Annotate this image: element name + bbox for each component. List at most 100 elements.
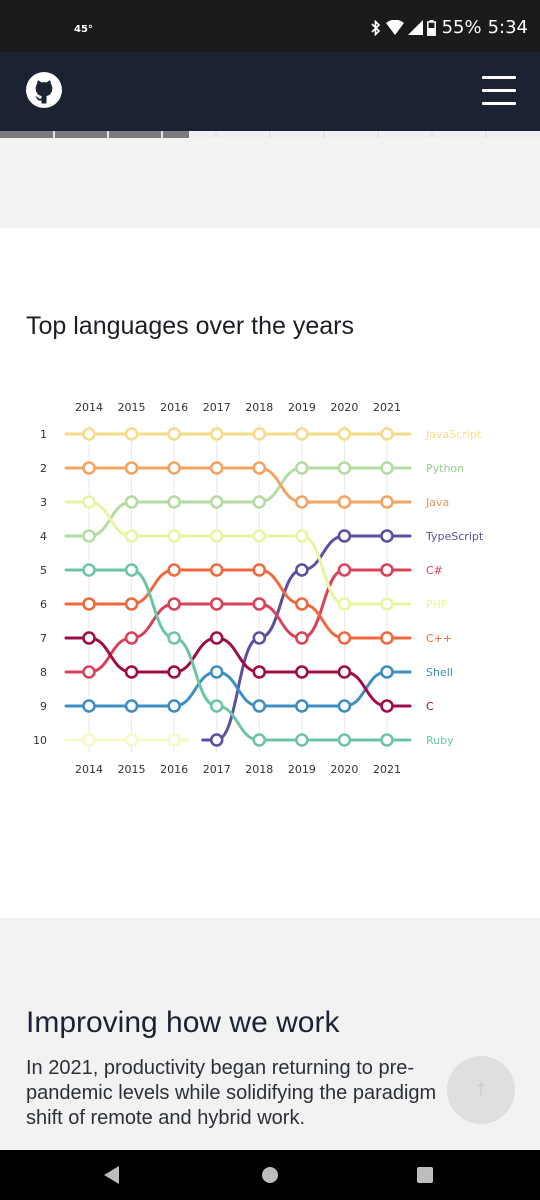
- series-point-php-1: [126, 531, 137, 542]
- home-icon[interactable]: [262, 1167, 278, 1183]
- series-point-java-1: [126, 463, 137, 474]
- y-tick-5: 5: [40, 564, 47, 577]
- x-tick-top-2015: 2015: [118, 401, 146, 414]
- series-point-csharp-4: [254, 599, 265, 610]
- hamburger-menu-icon[interactable]: [482, 76, 516, 106]
- series-label-typescript: TypeScript: [425, 530, 484, 543]
- series-point-cpp-5: [296, 599, 307, 610]
- series-point-csharp-7: [381, 565, 392, 576]
- x-tick-top-2021: 2021: [373, 401, 401, 414]
- series-point-javascript-2: [169, 429, 180, 440]
- series-point-unnamed-10-0: [84, 735, 95, 746]
- series-point-unnamed-10-1: [126, 735, 137, 746]
- series-point-c-6: [339, 667, 350, 678]
- series-point-python-0: [84, 531, 95, 542]
- top-languages-section: 2014 2014 2015 2015 2016 2016 2017 2017 2018 2018…: [0, 228, 540, 918]
- series-point-python-7: [381, 463, 392, 474]
- series-point-c-5: [296, 667, 307, 678]
- series-point-javascript-4: [254, 429, 265, 440]
- status-temperature: 45°: [74, 24, 93, 35]
- progress-segment-divider: [215, 131, 217, 138]
- series-point-csharp-6: [339, 565, 350, 576]
- status-icons: [370, 20, 436, 36]
- series-point-python-4: [254, 497, 265, 508]
- series-point-unnamed-10-2: [169, 735, 180, 746]
- series-point-shell-4: [254, 701, 265, 712]
- series-point-shell-5: [296, 701, 307, 712]
- y-tick-8: 8: [40, 666, 47, 679]
- section-heading: Improving how we work: [26, 1006, 339, 1040]
- y-tick-2: 2: [40, 462, 47, 475]
- x-tick-top-2019: 2019: [288, 401, 316, 414]
- series-point-php-6: [339, 599, 350, 610]
- series-point-csharp-5: [296, 633, 307, 644]
- battery-percent: 55%: [442, 17, 482, 38]
- series-point-c-1: [126, 667, 137, 678]
- x-tick-bottom-2014: 2014: [75, 763, 103, 776]
- series-point-php-4: [254, 531, 265, 542]
- series-label-javascript: JavaScript: [425, 428, 482, 441]
- series-point-python-5: [296, 463, 307, 474]
- series-point-typescript-1: [254, 633, 265, 644]
- series-point-java-7: [381, 497, 392, 508]
- series-point-javascript-3: [211, 429, 222, 440]
- progress-segment-divider: [161, 131, 163, 138]
- series-point-ruby-7: [381, 735, 392, 746]
- x-tick-bottom-2017: 2017: [203, 763, 231, 776]
- series-point-shell-1: [126, 701, 137, 712]
- series-point-typescript-2: [296, 565, 307, 576]
- series-point-ruby-6: [339, 735, 350, 746]
- github-logo-icon[interactable]: [26, 72, 62, 108]
- series-point-ruby-2: [169, 633, 180, 644]
- series-point-javascript-0: [84, 429, 95, 440]
- series-point-csharp-2: [169, 599, 180, 610]
- status-bar: 45° 55% 5:34: [0, 0, 540, 52]
- series-point-csharp-0: [84, 667, 95, 678]
- status-right: 55% 5:34: [370, 17, 528, 38]
- arrow-up-icon: ↑: [475, 1075, 487, 1102]
- series-point-typescript-4: [381, 531, 392, 542]
- series-point-shell-7: [381, 667, 392, 678]
- series-point-c-0: [84, 633, 95, 644]
- series-point-c-4: [254, 667, 265, 678]
- progress-segment-divider: [107, 131, 109, 138]
- progress-segment-divider: [53, 131, 55, 138]
- x-tick-bottom-2015: 2015: [118, 763, 146, 776]
- series-point-ruby-3: [211, 701, 222, 712]
- x-tick-top-2020: 2020: [330, 401, 358, 414]
- scroll-to-top-button[interactable]: ↑: [447, 1056, 515, 1124]
- body-line-3: shift of remote and hybrid work.: [26, 1107, 305, 1129]
- series-point-cpp-0: [84, 599, 95, 610]
- progress-segment-divider: [323, 131, 325, 138]
- series-point-javascript-1: [126, 429, 137, 440]
- recents-icon[interactable]: [417, 1167, 433, 1183]
- bluetooth-icon: [370, 20, 382, 36]
- chart-title: Top languages over the years: [26, 312, 354, 341]
- series-label-cpp: C++: [426, 632, 452, 645]
- section-body: In 2021, productivity began returning to…: [26, 1056, 506, 1131]
- series-point-javascript-5: [296, 429, 307, 440]
- series-point-c-7: [381, 701, 392, 712]
- x-tick-top-2018: 2018: [245, 401, 273, 414]
- series-point-ruby-1: [126, 565, 137, 576]
- series-point-javascript-7: [381, 429, 392, 440]
- series-point-cpp-7: [381, 633, 392, 644]
- series-point-javascript-6: [339, 429, 350, 440]
- series-point-csharp-1: [126, 633, 137, 644]
- series-point-php-7: [381, 599, 392, 610]
- signal-icon: [408, 20, 423, 35]
- series-point-python-2: [169, 497, 180, 508]
- series-point-c-3: [211, 633, 222, 644]
- x-tick-bottom-2018: 2018: [245, 763, 273, 776]
- series-point-cpp-3: [211, 565, 222, 576]
- back-icon[interactable]: [104, 1166, 119, 1184]
- series-label-c: C: [426, 700, 434, 713]
- progress-segment-divider: [485, 131, 487, 138]
- series-point-csharp-3: [211, 599, 222, 610]
- series-point-java-2: [169, 463, 180, 474]
- series-label-php: PHP: [426, 598, 448, 611]
- y-tick-9: 9: [40, 700, 47, 713]
- series-point-php-5: [296, 531, 307, 542]
- x-tick-bottom-2020: 2020: [330, 763, 358, 776]
- series-point-java-6: [339, 497, 350, 508]
